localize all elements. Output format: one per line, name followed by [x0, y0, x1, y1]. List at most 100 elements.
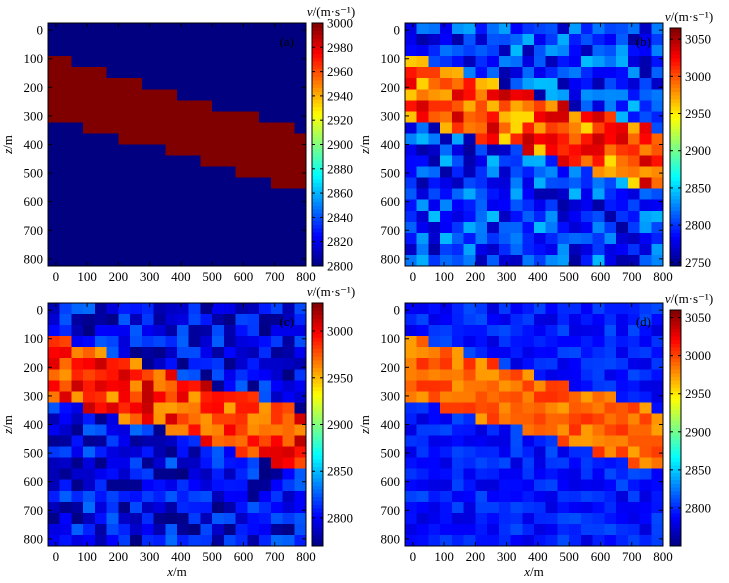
heatmap-cell — [510, 67, 523, 79]
colorbar-segment — [312, 91, 323, 96]
heatmap-cell — [616, 402, 629, 415]
heatmap-cell — [212, 45, 225, 57]
heatmap-cell — [534, 402, 547, 415]
heatmap-cell — [118, 56, 131, 68]
heatmap-cell — [451, 303, 465, 315]
heatmap-cell — [557, 78, 570, 90]
heatmap-cell — [235, 166, 248, 179]
heatmap-cell — [235, 314, 248, 326]
heatmap-cell — [235, 111, 248, 124]
heatmap-cell — [451, 435, 465, 448]
colorbar-tick-label: 2800 — [327, 259, 353, 274]
heatmap-cell — [94, 347, 108, 359]
heatmap-cell — [569, 446, 582, 459]
heatmap-cell — [627, 177, 641, 190]
heatmap-cell — [270, 402, 284, 415]
heatmap-cell — [475, 133, 488, 146]
heatmap-cell — [71, 402, 84, 415]
heatmap-cell — [440, 325, 453, 337]
heatmap-cell — [545, 67, 559, 79]
colorbar-segment — [670, 91, 681, 96]
heatmap-cell — [118, 221, 131, 234]
heatmap-cell — [259, 325, 272, 337]
heatmap-cell — [59, 512, 73, 525]
heatmap-cell — [451, 325, 465, 337]
heatmap-cell — [200, 166, 213, 179]
heatmap-cell — [94, 188, 108, 201]
heatmap-cell — [153, 23, 166, 35]
heatmap-cell — [627, 67, 641, 79]
heatmap-cell — [616, 347, 629, 359]
heatmap-cell — [259, 468, 272, 481]
heatmap-cell — [545, 254, 559, 267]
heatmap-cell — [235, 122, 248, 135]
heatmap-cell — [165, 523, 178, 536]
heatmap-cell — [510, 23, 523, 35]
colorbar-tick-label: 2950 — [685, 106, 711, 121]
heatmap-cell — [59, 210, 73, 223]
heatmap-cell — [223, 457, 237, 470]
heatmap-cell — [294, 122, 307, 135]
heatmap-cell — [282, 177, 295, 190]
heatmap-cell — [604, 56, 617, 68]
heatmap-cell — [48, 166, 61, 179]
colorbar-segment — [670, 494, 681, 499]
heatmap-cell — [463, 34, 476, 46]
heatmap-cell — [463, 243, 476, 256]
heatmap-cell — [639, 380, 652, 392]
heatmap-cell — [428, 89, 441, 101]
heatmap-cell — [294, 479, 307, 492]
heatmap-cell — [48, 347, 61, 359]
heatmap-cell — [212, 210, 225, 223]
heatmap-cell — [165, 78, 178, 90]
heatmap-cell — [651, 424, 664, 437]
x-tick-label: 0 — [53, 549, 60, 564]
heatmap-cell — [557, 369, 570, 381]
heatmap-cell — [94, 314, 108, 326]
heatmap-cell — [223, 523, 237, 536]
heatmap-cell — [106, 100, 119, 112]
x-tick-label: 600 — [234, 549, 254, 564]
heatmap-cell — [428, 144, 441, 157]
heatmap-cell — [130, 314, 143, 326]
heatmap-cell — [440, 67, 453, 79]
y-tick-label: 100 — [381, 331, 401, 346]
heatmap-cell — [428, 457, 441, 470]
heatmap-cell — [177, 23, 190, 35]
heatmap-cell — [580, 45, 594, 57]
heatmap-cell — [247, 523, 260, 536]
colorbar-segment — [312, 333, 323, 338]
heatmap-cell — [118, 501, 131, 514]
colorbar-segment — [670, 365, 681, 370]
heatmap-cell — [223, 358, 237, 370]
heatmap-cell — [440, 413, 453, 426]
heatmap-cell — [557, 100, 570, 112]
heatmap-cell — [282, 314, 295, 326]
heatmap-cell — [498, 413, 512, 426]
heatmap-cell — [416, 479, 430, 492]
heatmap-cell — [188, 479, 202, 492]
heatmap-cell — [451, 314, 465, 326]
heatmap-cell — [616, 435, 629, 448]
heatmap-cell — [592, 512, 605, 525]
heatmap-cell — [522, 435, 535, 448]
heatmap-cell — [405, 523, 418, 536]
heatmap-cell — [130, 413, 143, 426]
heatmap-cell — [651, 67, 664, 79]
heatmap-cell — [212, 501, 225, 514]
heatmap-cell — [475, 512, 488, 525]
heatmap-cell — [569, 523, 582, 536]
heatmap-cell — [200, 314, 213, 326]
heatmap-cell — [130, 166, 143, 179]
heatmap-cell — [569, 221, 582, 234]
colorbar-tick-label: 3050 — [685, 32, 711, 47]
heatmap-cell — [510, 402, 523, 415]
heatmap-cell — [259, 221, 272, 234]
heatmap-cell — [282, 413, 295, 426]
colorbar-segment — [670, 505, 681, 510]
heatmap-cell — [270, 512, 284, 525]
heatmap-cell — [94, 78, 108, 90]
heatmap-cell — [247, 435, 260, 448]
heatmap-cell — [545, 56, 559, 68]
heatmap-cell — [153, 67, 166, 79]
